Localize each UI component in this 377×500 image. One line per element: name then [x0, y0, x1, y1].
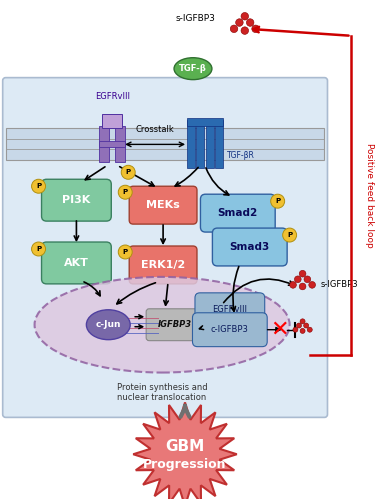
- Circle shape: [283, 228, 297, 242]
- Circle shape: [118, 245, 132, 259]
- Circle shape: [236, 19, 243, 26]
- Ellipse shape: [174, 58, 212, 80]
- Circle shape: [299, 270, 306, 277]
- FancyBboxPatch shape: [41, 242, 111, 284]
- Circle shape: [300, 328, 305, 334]
- Circle shape: [294, 276, 301, 282]
- Bar: [99, 126, 109, 162]
- Text: c-IGFBP3: c-IGFBP3: [211, 325, 249, 334]
- Text: P: P: [123, 189, 128, 195]
- Circle shape: [247, 19, 254, 26]
- Ellipse shape: [35, 277, 290, 372]
- Text: TGF-βR: TGF-βR: [227, 151, 255, 160]
- Text: GBM: GBM: [166, 439, 205, 454]
- Text: PI3K: PI3K: [62, 195, 90, 205]
- Circle shape: [271, 194, 285, 208]
- Bar: [187, 120, 195, 168]
- Circle shape: [299, 283, 306, 290]
- Bar: [6, 128, 325, 160]
- FancyBboxPatch shape: [3, 78, 328, 417]
- FancyBboxPatch shape: [129, 186, 197, 224]
- Text: Positive feed back loop: Positive feed back loop: [365, 143, 374, 248]
- FancyBboxPatch shape: [193, 313, 267, 346]
- Circle shape: [300, 319, 305, 324]
- Text: c-Jun: c-Jun: [95, 320, 121, 329]
- Text: P: P: [287, 232, 292, 238]
- Text: s-IGFBP3: s-IGFBP3: [175, 14, 215, 24]
- Text: Crosstalk: Crosstalk: [136, 126, 175, 134]
- Bar: [215, 120, 223, 168]
- Circle shape: [303, 323, 309, 328]
- Text: TGF-β: TGF-β: [179, 64, 207, 73]
- FancyBboxPatch shape: [41, 180, 111, 221]
- Bar: [187, 118, 223, 126]
- FancyBboxPatch shape: [212, 228, 287, 266]
- Circle shape: [252, 25, 259, 32]
- Circle shape: [241, 27, 248, 34]
- Circle shape: [309, 282, 316, 288]
- FancyBboxPatch shape: [195, 293, 265, 326]
- FancyBboxPatch shape: [146, 309, 204, 340]
- Text: s-IGFBP3: s-IGFBP3: [320, 280, 358, 289]
- Text: ERK1/2: ERK1/2: [141, 260, 185, 270]
- Circle shape: [32, 180, 46, 193]
- Text: Smad3: Smad3: [230, 242, 270, 252]
- Circle shape: [296, 323, 302, 328]
- Text: P: P: [275, 198, 280, 204]
- Bar: [196, 120, 204, 168]
- Text: P: P: [36, 183, 41, 189]
- Text: P: P: [36, 246, 41, 252]
- Circle shape: [290, 282, 296, 288]
- Text: MEKs: MEKs: [146, 200, 180, 210]
- Polygon shape: [133, 402, 237, 500]
- Text: EGFRvIII: EGFRvIII: [95, 92, 130, 100]
- Text: AKT: AKT: [64, 258, 89, 268]
- Text: ✕: ✕: [270, 320, 289, 340]
- Text: EGFRvIII: EGFRvIII: [212, 306, 247, 314]
- Circle shape: [307, 327, 312, 332]
- Circle shape: [230, 25, 238, 32]
- Text: P: P: [126, 170, 131, 175]
- Bar: [206, 120, 214, 168]
- Bar: [102, 114, 122, 128]
- Circle shape: [293, 327, 298, 332]
- Text: Protein synthesis and
nuclear translocation: Protein synthesis and nuclear translocat…: [117, 382, 207, 402]
- Circle shape: [118, 185, 132, 199]
- Text: Progression: Progression: [143, 458, 227, 470]
- FancyBboxPatch shape: [129, 246, 197, 284]
- Circle shape: [32, 242, 46, 256]
- Circle shape: [304, 276, 311, 282]
- FancyBboxPatch shape: [201, 194, 275, 232]
- Ellipse shape: [86, 310, 130, 340]
- Text: IGFBP3: IGFBP3: [158, 320, 192, 329]
- Circle shape: [241, 12, 248, 20]
- Text: Smad2: Smad2: [218, 208, 258, 218]
- Circle shape: [121, 166, 135, 179]
- Bar: [99, 142, 125, 148]
- Bar: [115, 126, 125, 162]
- Text: P: P: [123, 249, 128, 255]
